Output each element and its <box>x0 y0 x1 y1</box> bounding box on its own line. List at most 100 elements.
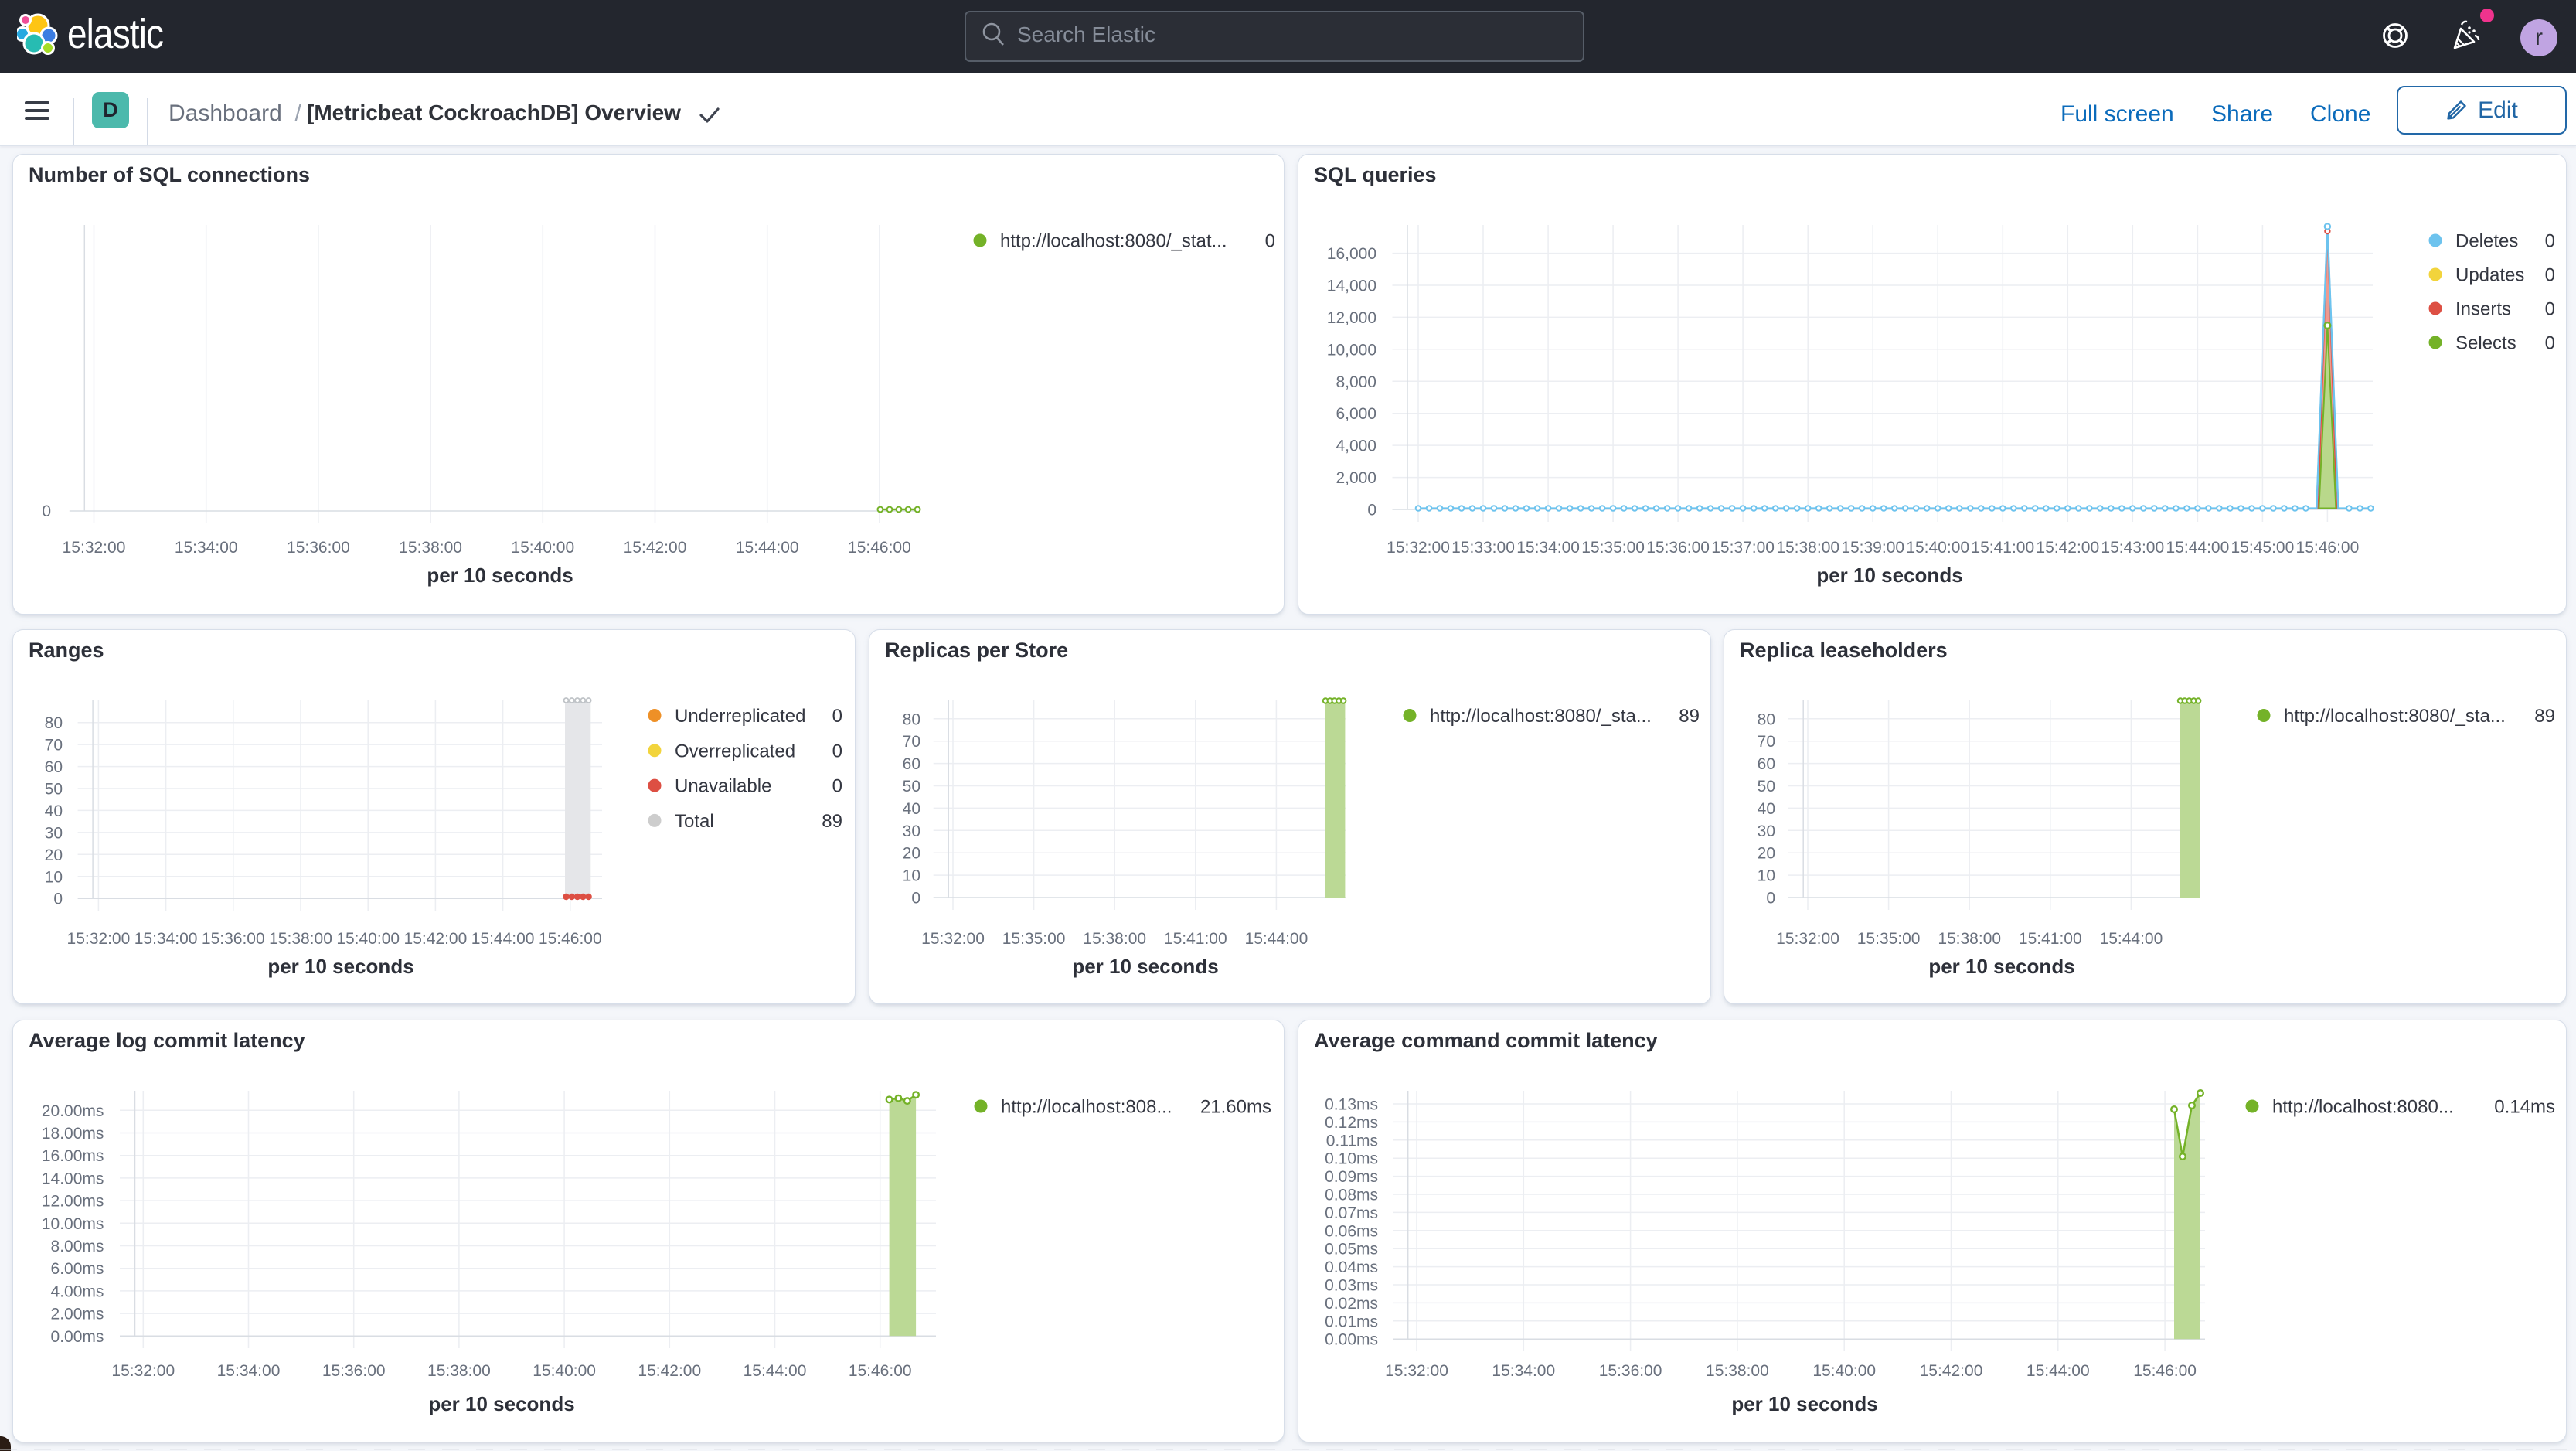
svg-text:15:36:00: 15:36:00 <box>287 539 350 557</box>
svg-text:Average command commit latency: Average command commit latency <box>1314 1029 1658 1052</box>
svg-text:15:34:00: 15:34:00 <box>134 930 198 948</box>
svg-text:15:42:00: 15:42:00 <box>638 1362 701 1380</box>
svg-text:50: 50 <box>45 781 63 799</box>
svg-text:15:34:00: 15:34:00 <box>1516 539 1580 557</box>
svg-text:12,000: 12,000 <box>1327 309 1376 327</box>
svg-text:0: 0 <box>53 891 63 908</box>
svg-text:15:46:00: 15:46:00 <box>848 539 911 557</box>
svg-text:Underreplicated: Underreplicated <box>675 706 805 727</box>
svg-text:15:38:00: 15:38:00 <box>399 539 462 557</box>
svg-text:15:35:00: 15:35:00 <box>1002 930 1066 948</box>
svg-text:2,000: 2,000 <box>1336 469 1376 487</box>
svg-text:15:42:00: 15:42:00 <box>624 539 687 557</box>
svg-text:4,000: 4,000 <box>1336 438 1376 455</box>
svg-text:0.00ms: 0.00ms <box>1325 1331 1378 1349</box>
svg-text:60: 60 <box>45 758 63 776</box>
svg-text:15:46:00: 15:46:00 <box>2133 1362 2197 1380</box>
svg-text:15:43:00: 15:43:00 <box>2101 539 2164 557</box>
svg-text:15:40:00: 15:40:00 <box>511 539 574 557</box>
svg-text:15:44:00: 15:44:00 <box>2100 930 2163 948</box>
svg-text:15:32:00: 15:32:00 <box>67 930 131 948</box>
svg-text:50: 50 <box>903 778 920 795</box>
svg-text:per 10 seconds: per 10 seconds <box>427 564 573 587</box>
svg-text:0: 0 <box>2545 265 2555 286</box>
svg-text:15:46:00: 15:46:00 <box>849 1362 912 1380</box>
svg-text:15:36:00: 15:36:00 <box>1646 539 1710 557</box>
svg-text:20: 20 <box>1758 845 1775 863</box>
svg-text:60: 60 <box>903 755 920 773</box>
svg-text:0: 0 <box>911 890 920 908</box>
svg-text:89: 89 <box>822 811 842 832</box>
svg-text:15:41:00: 15:41:00 <box>2019 930 2082 948</box>
svg-text:16.00ms: 16.00ms <box>42 1147 104 1165</box>
svg-text:40: 40 <box>1758 800 1775 818</box>
svg-text:Ranges: Ranges <box>29 639 104 662</box>
svg-text:http://localhost:8080/_sta...: http://localhost:8080/_sta... <box>2284 706 2506 727</box>
svg-text:http://localhost:8080/_sta...: http://localhost:8080/_sta... <box>1430 706 1652 727</box>
svg-text:15:41:00: 15:41:00 <box>1971 539 2034 557</box>
svg-text:10,000: 10,000 <box>1327 341 1376 359</box>
svg-text:20: 20 <box>903 845 920 863</box>
svg-text:Average log commit latency: Average log commit latency <box>29 1029 305 1052</box>
svg-text:10: 10 <box>1758 867 1775 885</box>
svg-text:30: 30 <box>1758 823 1775 840</box>
svg-text:15:36:00: 15:36:00 <box>1599 1362 1662 1380</box>
svg-text:15:32:00: 15:32:00 <box>63 539 126 557</box>
svg-text:15:35:00: 15:35:00 <box>1857 930 1921 948</box>
svg-text:12.00ms: 12.00ms <box>42 1193 104 1211</box>
svg-text:20.00ms: 20.00ms <box>42 1102 104 1120</box>
svg-text:per 10 seconds: per 10 seconds <box>1816 564 1962 587</box>
svg-text:80: 80 <box>1758 710 1775 728</box>
svg-text:Replicas per Store: Replicas per Store <box>885 639 1068 662</box>
svg-text:0.13ms: 0.13ms <box>1325 1096 1378 1114</box>
svg-text:20: 20 <box>45 846 63 864</box>
svg-text:15:44:00: 15:44:00 <box>744 1362 807 1380</box>
svg-text:2.00ms: 2.00ms <box>51 1306 104 1323</box>
svg-text:0.10ms: 0.10ms <box>1325 1150 1378 1168</box>
svg-text:Overreplicated: Overreplicated <box>675 741 795 761</box>
svg-text:15:38:00: 15:38:00 <box>427 1362 491 1380</box>
svg-text:15:38:00: 15:38:00 <box>1938 930 2001 948</box>
svg-text:Deletes: Deletes <box>2455 231 2518 252</box>
svg-text:per 10 seconds: per 10 seconds <box>1731 1392 1877 1415</box>
svg-text:15:44:00: 15:44:00 <box>2026 1362 2090 1380</box>
svg-text:per 10 seconds: per 10 seconds <box>1928 955 2074 978</box>
svg-text:Replica leaseholders: Replica leaseholders <box>1740 639 1948 662</box>
svg-text:60: 60 <box>1758 755 1775 773</box>
svg-text:15:44:00: 15:44:00 <box>2166 539 2230 557</box>
svg-text:0.00ms: 0.00ms <box>51 1328 104 1346</box>
svg-text:0.09ms: 0.09ms <box>1325 1168 1378 1186</box>
svg-text:per 10 seconds: per 10 seconds <box>428 1392 574 1415</box>
svg-text:0: 0 <box>832 776 842 797</box>
svg-text:6,000: 6,000 <box>1336 405 1376 423</box>
svg-text:0.05ms: 0.05ms <box>1325 1241 1378 1259</box>
svg-text:15:32:00: 15:32:00 <box>1776 930 1839 948</box>
svg-text:15:38:00: 15:38:00 <box>1083 930 1146 948</box>
svg-text:0: 0 <box>1367 502 1376 519</box>
svg-text:0: 0 <box>832 741 842 761</box>
svg-text:15:46:00: 15:46:00 <box>2296 539 2360 557</box>
svg-text:15:37:00: 15:37:00 <box>1711 539 1775 557</box>
svg-text:0.12ms: 0.12ms <box>1325 1114 1378 1132</box>
svg-text:15:32:00: 15:32:00 <box>1385 1362 1448 1380</box>
svg-text:15:41:00: 15:41:00 <box>1164 930 1227 948</box>
svg-text:15:46:00: 15:46:00 <box>539 930 602 948</box>
svg-text:10: 10 <box>45 868 63 886</box>
svg-text:0: 0 <box>2545 299 2555 320</box>
svg-text:15:38:00: 15:38:00 <box>269 930 332 948</box>
svg-text:40: 40 <box>903 800 920 818</box>
svg-text:15:40:00: 15:40:00 <box>1906 539 1969 557</box>
svg-text:0: 0 <box>1766 890 1775 908</box>
svg-text:4.00ms: 4.00ms <box>51 1282 104 1300</box>
svg-text:10.00ms: 10.00ms <box>42 1215 104 1233</box>
svg-text:15:42:00: 15:42:00 <box>2036 539 2099 557</box>
svg-text:15:33:00: 15:33:00 <box>1451 539 1515 557</box>
svg-text:Selects: Selects <box>2455 333 2516 354</box>
svg-text:15:34:00: 15:34:00 <box>217 1362 281 1380</box>
svg-text:8,000: 8,000 <box>1336 373 1376 391</box>
svg-text:70: 70 <box>903 733 920 751</box>
svg-text:Total: Total <box>675 811 714 832</box>
svg-text:15:34:00: 15:34:00 <box>175 539 238 557</box>
svg-text:15:32:00: 15:32:00 <box>1387 539 1450 557</box>
svg-text:15:38:00: 15:38:00 <box>1776 539 1839 557</box>
